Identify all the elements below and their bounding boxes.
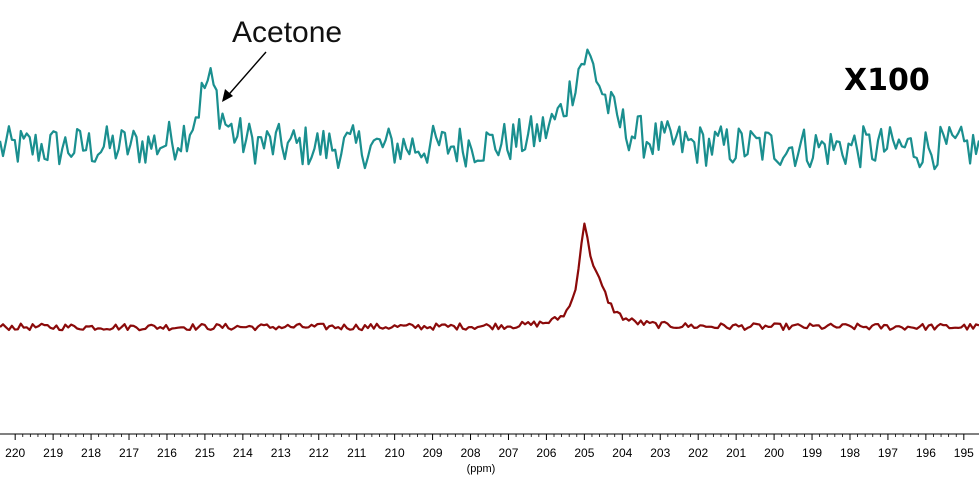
x-tick-label: 206: [536, 446, 556, 460]
x-axis-title: (ppm): [467, 463, 496, 475]
x-tick-label: 216: [157, 446, 177, 460]
x-tick-label: 203: [650, 446, 670, 460]
x-tick-label: 208: [461, 446, 481, 460]
acetone-label: Acetone: [232, 16, 342, 49]
x-tick-label: 210: [385, 446, 405, 460]
x-tick-label: 196: [916, 446, 936, 460]
x-axis: 220 219 218 217 216 215 214 213 212 211 210 209 208 2…: [0, 433, 979, 460]
x-tick-label: 213: [271, 446, 291, 460]
x-tick-label: 200: [764, 446, 784, 460]
x-tick-label: 202: [688, 446, 708, 460]
acetone-arrowhead: [222, 89, 233, 102]
x-tick-label: 207: [498, 446, 518, 460]
acetone-arrow: [223, 51, 267, 101]
spectrum-trace-x100: [0, 48, 979, 171]
x-tick-label: 205: [574, 446, 594, 460]
x-tick-label: 199: [802, 446, 822, 460]
x-tick-label: 197: [878, 446, 898, 460]
x-tick-label: 204: [612, 446, 632, 460]
x-tick-label: 212: [309, 446, 329, 460]
x-tick-label: 218: [81, 446, 101, 460]
x-tick-label: 217: [119, 446, 139, 460]
x-tick-label: 220: [5, 446, 25, 460]
x-tick-label: 215: [195, 446, 215, 460]
x-tick-label: 209: [423, 446, 443, 460]
x-tick-label: 219: [43, 446, 63, 460]
x-tick-label: 211: [347, 446, 366, 460]
x-tick-label: 201: [726, 446, 746, 460]
x-tick-label: 214: [233, 446, 253, 460]
spectrum-traces: [0, 48, 979, 332]
acetone-annotation: Acetone: [222, 16, 342, 102]
spectrum-trace-x1: [0, 222, 979, 332]
x-tick-label: 198: [840, 446, 860, 460]
x-tick-label: 195: [954, 446, 974, 460]
magnification-label: X100: [844, 63, 930, 98]
